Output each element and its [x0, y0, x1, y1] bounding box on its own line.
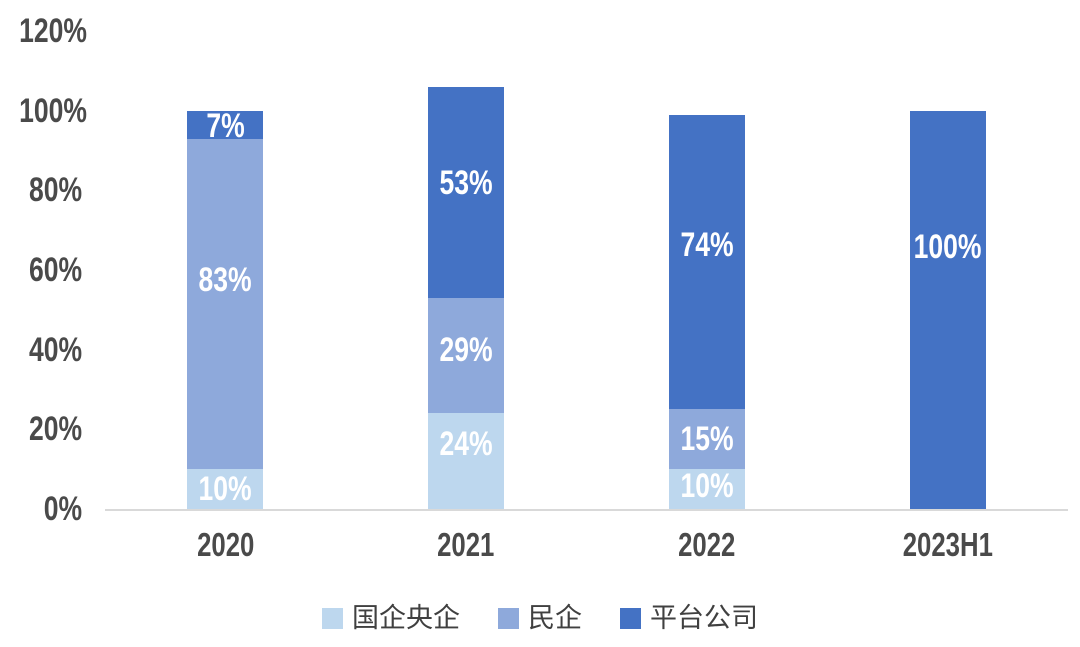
- y-axis-tick-label: 120%: [0, 11, 87, 51]
- y-axis-tick-label: 60%: [0, 250, 82, 290]
- bar-value-label: 15%: [637, 419, 777, 459]
- legend-swatch-icon: [498, 607, 519, 629]
- x-category-label: 2023H1: [858, 525, 1038, 565]
- bar-segment-2022-series0: [668, 469, 745, 509]
- legend-item-1: 民企: [498, 602, 582, 633]
- y-axis-tick-label: 0%: [0, 489, 82, 529]
- y-axis-tick-label: 80%: [0, 170, 82, 210]
- x-category-label: 2021: [376, 525, 556, 565]
- bar-segment-2022-series2: [668, 114, 745, 410]
- x-category-text: 2022: [678, 526, 736, 563]
- legend-label: 民企: [528, 602, 582, 633]
- legend-label: 平台公司: [650, 602, 758, 633]
- bar-value-text: 29%: [439, 330, 493, 369]
- bar-segment-2021-series2: [428, 86, 505, 298]
- x-category-label: 2022: [617, 525, 797, 565]
- bar-segment-2023H1-series2: [909, 110, 986, 509]
- y-axis-tick-text: 80%: [28, 171, 82, 210]
- bar-value-label: 10%: [155, 469, 295, 509]
- bar-value-text: 24%: [439, 425, 493, 464]
- y-axis-tick-text: 40%: [28, 330, 82, 369]
- x-category-text: 2020: [196, 526, 255, 563]
- y-axis-tick-text: 20%: [28, 410, 82, 449]
- x-category-text: 2021: [437, 526, 495, 563]
- x-axis-line: [105, 509, 1068, 511]
- y-axis-tick-text: 0%: [43, 490, 82, 528]
- bar-value-text: 7%: [206, 106, 245, 145]
- y-axis-tick-text: 100%: [19, 91, 87, 130]
- bar-segment-2022-series1: [668, 409, 745, 470]
- y-axis-tick-text: 120%: [19, 12, 87, 50]
- legend-swatch-icon: [322, 607, 343, 629]
- bar-segment-2020-series0: [187, 469, 264, 509]
- x-category-text: 2023H1: [902, 526, 993, 563]
- bar-value-text: 83%: [198, 260, 252, 299]
- legend-item-0: 国企央企: [322, 602, 460, 633]
- y-axis-tick-label: 40%: [0, 330, 82, 370]
- bar-value-text: 53%: [439, 164, 493, 203]
- bar-value-text: 74%: [680, 226, 734, 265]
- y-axis-tick-text: 60%: [28, 251, 82, 289]
- bar-segment-2020-series1: [187, 138, 264, 470]
- legend-item-2: 平台公司: [620, 602, 758, 633]
- x-category-label: 2020: [135, 525, 315, 565]
- bar-value-label: 29%: [396, 330, 536, 370]
- bar-value-text: 100%: [913, 228, 982, 267]
- bar-value-label: 53%: [396, 163, 536, 203]
- legend: 国企央企 民企 平台公司: [0, 598, 1080, 638]
- bar-value-label: 10%: [637, 466, 777, 506]
- bar-value-label: 74%: [637, 225, 777, 265]
- bar-value-label: 24%: [396, 424, 536, 464]
- y-axis-tick-label: 20%: [0, 409, 82, 449]
- bar-segment-2021-series1: [428, 297, 505, 414]
- bar-value-label: 100%: [878, 227, 1018, 267]
- bar-value-text: 10%: [680, 467, 734, 506]
- bar-value-label: 83%: [155, 260, 295, 300]
- y-axis-tick-label: 100%: [0, 91, 87, 131]
- legend-label: 国企央企: [352, 602, 460, 633]
- legend-swatch-icon: [620, 607, 641, 629]
- bar-value-label: 7%: [155, 106, 295, 146]
- bar-value-text: 10%: [198, 470, 252, 509]
- bar-segment-2020-series2: [187, 110, 264, 139]
- bar-segment-2021-series0: [428, 413, 505, 509]
- bar-value-text: 15%: [680, 420, 734, 459]
